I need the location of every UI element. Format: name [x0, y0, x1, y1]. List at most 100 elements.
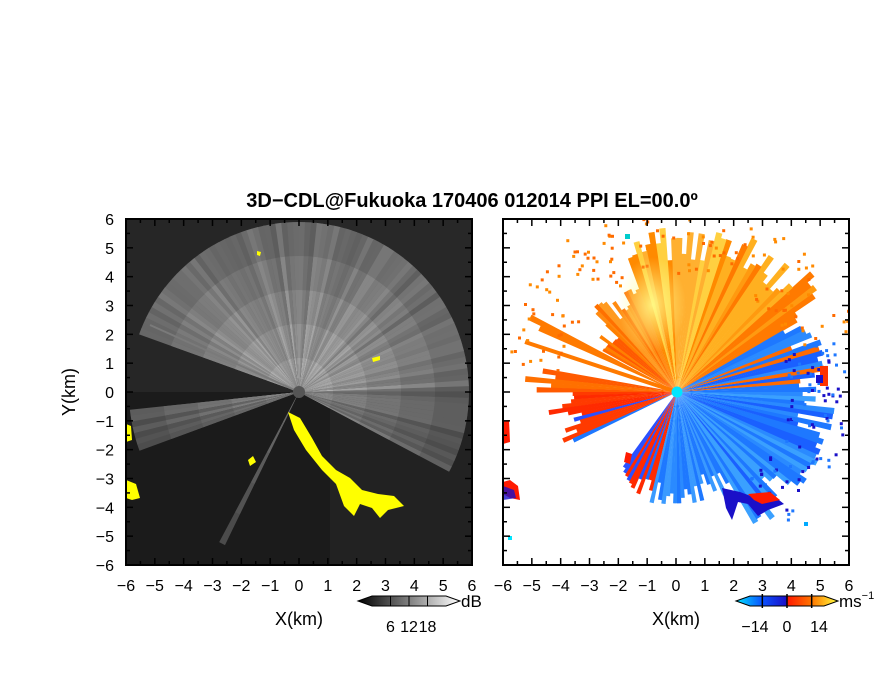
velocity-beam: [538, 325, 677, 392]
velocity-speckle: [749, 227, 753, 231]
velocity-x-tick-label: 0: [672, 578, 681, 595]
velocity-beam: [658, 392, 677, 501]
velocity-speckle: [790, 405, 794, 409]
velocity-speckle: [562, 324, 566, 328]
velocity-speckle: [836, 387, 840, 391]
velocity-speckle: [750, 476, 754, 480]
velocity-speckle: [718, 254, 722, 258]
velocity-speckle: [780, 323, 784, 327]
velocity-speckle: [807, 278, 811, 281]
snr-beam: [299, 392, 331, 406]
velocity-x-tick-label: −6: [494, 578, 512, 595]
snr-beam: [288, 359, 299, 392]
velocity-speckle: [521, 362, 525, 366]
snr-beam: [299, 392, 333, 395]
velocity-speckle: [756, 299, 760, 303]
velocity-speckle: [814, 344, 818, 348]
velocity-speckle: [825, 386, 829, 390]
snr-beam: [299, 366, 323, 392]
velocity-speckle: [570, 320, 574, 324]
velocity-beam: [677, 263, 756, 392]
velocity-beam: [606, 343, 677, 392]
velocity-speckle: [751, 235, 755, 239]
velocity-beam: [677, 237, 727, 392]
velocity-speckle: [751, 254, 755, 258]
velocity-speckle: [785, 467, 789, 471]
snr-y-tick-labels: 6 5 4 3 2 1 0 −1 −2 −3 −4 −5 −6: [96, 212, 114, 575]
velocity-beam: [677, 312, 798, 392]
velocity-beam: [630, 392, 677, 489]
velocity-speckle: [789, 465, 792, 468]
velocity-speckle: [803, 343, 807, 347]
velocity-x-tick-label: −3: [580, 578, 598, 595]
snr-x-tick-label: 3: [381, 578, 390, 595]
velocity-beam: [677, 392, 805, 406]
snr-y-tick-label: 0: [105, 385, 114, 402]
snr-y-tick-label: −3: [96, 472, 114, 489]
velocity-beam: [677, 392, 809, 473]
snr-beam: [274, 367, 299, 392]
velocity-beam: [677, 271, 815, 392]
velocity-speckle: [596, 277, 600, 281]
snr-beam: [266, 392, 299, 403]
velocity-speckle: [811, 389, 814, 392]
velocity-speckle: [844, 330, 848, 334]
snr-beam: [299, 256, 309, 392]
snr-beam: [276, 366, 299, 392]
velocity-beam: [677, 392, 778, 499]
velocity-speckle: [853, 322, 856, 325]
snr-beam: [299, 361, 316, 392]
velocity-speckle: [840, 426, 843, 430]
velocity-speckle: [826, 354, 830, 358]
snr-beam: [282, 361, 299, 392]
velocity-speckle: [774, 240, 778, 244]
snr-x-tick-label: 5: [439, 578, 448, 595]
velocity-speckle: [801, 470, 805, 474]
velocity-speckle: [827, 465, 831, 469]
velocity-speckle: [556, 369, 560, 373]
snr-y-tick-label: −1: [96, 414, 114, 431]
snr-beam: [278, 364, 299, 392]
velocity-speckle: [827, 359, 831, 363]
velocity-speckle: [823, 413, 827, 417]
velocity-beam: [677, 285, 817, 392]
velocity-speckle: [743, 243, 747, 247]
snr-beam: [270, 373, 299, 392]
velocity-beam: [677, 392, 818, 448]
snr-beam: [299, 360, 313, 392]
velocity-speckle: [595, 260, 599, 264]
velocity-speckle: [535, 285, 539, 289]
velocity-beam: [605, 322, 677, 392]
velocity-speckle: [754, 294, 758, 298]
velocity-speckle: [510, 350, 514, 354]
snr-beam: [299, 392, 333, 397]
velocity-speckle: [797, 478, 801, 482]
velocity-speckle: [841, 433, 845, 437]
velocity-beam: [677, 281, 812, 392]
snr-x-tick-label: −4: [175, 578, 193, 595]
velocity-x-tick-label: −1: [638, 578, 656, 595]
velocity-speckle: [811, 264, 815, 268]
velocity-speckle: [820, 324, 824, 328]
velocity-beam: [666, 392, 677, 497]
velocity-speckle: [781, 267, 785, 271]
snr-beam: [283, 392, 299, 423]
velocity-speckle: [807, 466, 811, 469]
snr-beam: [299, 368, 325, 392]
velocity-speckle: [513, 350, 517, 353]
velocity-speckle: [677, 271, 681, 275]
snr-y-tick-label: 2: [105, 327, 114, 344]
velocity-beam: [677, 267, 748, 392]
velocity-beam: [677, 392, 715, 477]
velocity-beam: [677, 288, 774, 392]
velocity-speckle: [769, 458, 773, 461]
velocity-speckle: [580, 264, 584, 268]
snr-beam: [299, 365, 321, 392]
velocity-beam: [625, 392, 677, 478]
velocity-speckle: [812, 433, 816, 437]
velocity-beam: [677, 392, 756, 503]
velocity-speckle: [622, 241, 626, 245]
snr-beam: [298, 357, 301, 392]
velocity-speckle: [592, 268, 596, 272]
velocity-beam: [677, 392, 799, 418]
